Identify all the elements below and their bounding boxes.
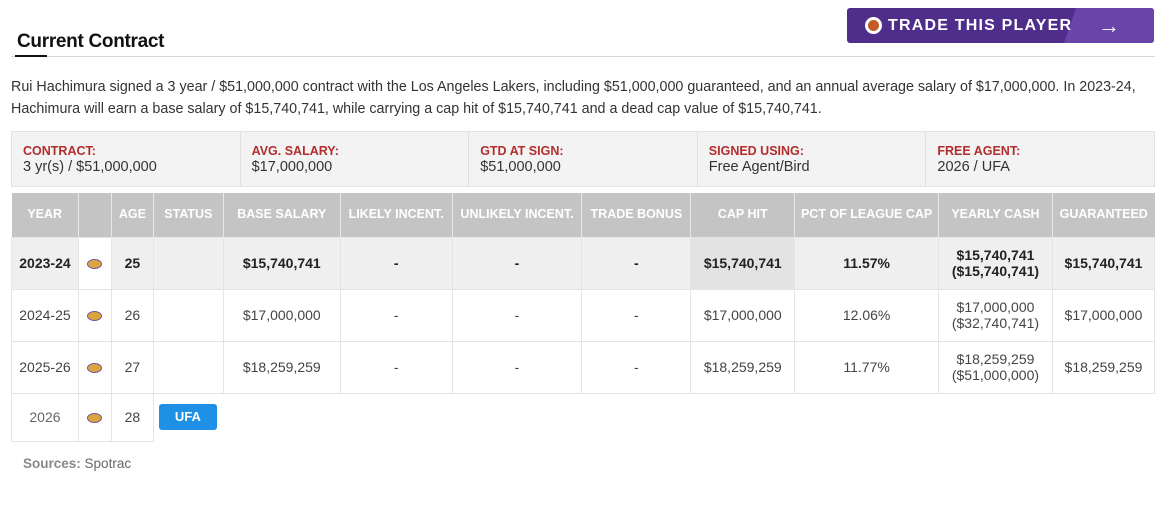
table-row: 2023-24 25 $15,740,741 - - - $15,740,741… [11,236,1156,290]
info-contract: CONTRACT: 3 yr(s) / $51,000,000 [12,132,241,186]
section-title: Current Contract [17,31,165,52]
table-row: 2024-25 26 $17,000,000 - - - $17,000,000… [11,288,1156,342]
cell-year: 2024-25 [11,288,79,342]
table-row: 2025-26 27 $18,259,259 - - - $18,259,259… [11,340,1156,394]
cell-pct: 12.06% [794,288,939,342]
cell-year: 2025-26 [11,340,79,394]
contract-header: Current Contract TRADE THIS PLAYER → [11,8,1155,58]
info-free-agent: FREE AGENT: 2026 / UFA [926,132,1154,186]
cell-age: 27 [110,340,154,394]
cell-guaranteed: $15,740,741 [1051,236,1156,290]
sources-label: Sources: [23,456,81,471]
col-pct-league-cap[interactable]: PCT OF LEAGUE CAP [794,193,939,237]
cell-bonus: - [581,236,692,290]
ufa-badge[interactable]: UFA [158,404,217,431]
cell-status [152,340,224,394]
empty-space [223,393,1154,441]
info-label: AVG. SALARY: [251,144,339,158]
sources-note: Sources: Spotrac [23,456,131,471]
col-yearly-cash[interactable]: YEARLY CASH [938,193,1053,237]
table-header-row: YEAR AGE STATUS BASE SALARY LIKELY INCEN… [11,193,1155,237]
cell-yearly-cash: $17,000,000 ($32,740,741) [938,288,1053,342]
team-logo-icon [77,393,112,442]
cell-pct: 11.57% [794,236,939,290]
cell-cap-hit: $17,000,000 [690,288,796,342]
cell-unlikely: - [451,236,583,290]
info-avg-salary: AVG. SALARY: $17,000,000 [241,132,470,186]
free-agent-row: 2026 28 UFA [11,393,1155,442]
col-trade-bonus[interactable]: TRADE BONUS [581,193,692,237]
cell-bonus: - [581,340,692,394]
cash-value: $15,740,741 [956,247,1035,263]
cash-cumulative: ($51,000,000) [951,367,1040,383]
cash-value: $18,259,259 [956,351,1035,367]
contract-summary: Rui Hachimura signed a 3 year / $51,000,… [11,79,1136,117]
info-value: 2026 / UFA [937,159,1010,175]
col-team [78,193,112,237]
col-age[interactable]: AGE [111,193,154,237]
cell-base-salary: $15,740,741 [222,236,341,290]
cell-year: 2026 [11,393,79,442]
team-logo-icon [77,340,112,394]
cell-guaranteed: $17,000,000 [1051,288,1156,342]
cell-year: 2023-24 [11,236,79,290]
cell-likely: - [339,236,453,290]
cell-age: 25 [110,236,154,290]
cell-likely: - [339,340,453,394]
cell-age: 28 [110,393,154,442]
col-year[interactable]: YEAR [11,193,79,237]
cell-age: 26 [110,288,154,342]
info-label: SIGNED USING: [708,144,804,158]
info-value: $17,000,000 [251,159,333,175]
cash-value: $17,000,000 [956,299,1035,315]
cell-bonus: - [581,288,692,342]
info-label: FREE AGENT: [937,144,1021,158]
info-value: $51,000,000 [480,159,561,175]
info-gtd-at-sign: GTD AT SIGN: $51,000,000 [469,132,698,186]
info-label: GTD AT SIGN: [480,144,564,158]
trade-player-button[interactable]: TRADE THIS PLAYER → [847,8,1154,43]
cell-base-salary: $18,259,259 [222,340,341,394]
col-base-salary[interactable]: BASE SALARY [223,193,341,237]
cell-unlikely: - [451,340,583,394]
info-label: CONTRACT: [23,144,96,158]
info-value: Free Agent/Bird [708,159,810,175]
title-accent [15,55,47,57]
team-logo-icon [77,236,112,290]
cell-status [152,236,224,290]
cell-yearly-cash: $15,740,741 ($15,740,741) [938,236,1053,290]
cash-cumulative: ($32,740,741) [951,315,1040,331]
col-likely-incent[interactable]: LIKELY INCENT. [340,193,453,237]
cell-status [152,288,224,342]
basketball-icon [865,17,882,34]
trade-button-label: TRADE THIS PLAYER [888,16,1073,34]
col-cap-hit[interactable]: CAP HIT [690,193,796,237]
cell-yearly-cash: $18,259,259 ($51,000,000) [938,340,1053,394]
cell-unlikely: - [451,288,583,342]
cell-cap-hit: $18,259,259 [690,340,796,394]
arrow-right-icon: → [1064,8,1154,43]
cell-pct: 11.77% [794,340,939,394]
cell-cap-hit: $15,740,741 [690,236,796,290]
contract-infobox: CONTRACT: 3 yr(s) / $51,000,000 AVG. SAL… [11,131,1155,187]
cell-base-salary: $17,000,000 [222,288,341,342]
title-divider [11,56,1155,57]
col-status[interactable]: STATUS [153,193,224,237]
sources-value: Spotrac [84,456,132,471]
team-logo-icon [77,288,112,342]
cash-cumulative: ($15,740,741) [951,263,1040,279]
col-unlikely-incent[interactable]: UNLIKELY INCENT. [452,193,583,237]
cell-guaranteed: $18,259,259 [1051,340,1156,394]
cell-status: UFA [153,393,223,441]
info-signed-using: SIGNED USING: Free Agent/Bird [698,132,927,186]
info-value: 3 yr(s) / $51,000,000 [23,159,157,175]
col-guaranteed[interactable]: GUARANTEED [1052,193,1155,237]
cell-likely: - [339,288,453,342]
contract-table: YEAR AGE STATUS BASE SALARY LIKELY INCEN… [11,193,1156,442]
